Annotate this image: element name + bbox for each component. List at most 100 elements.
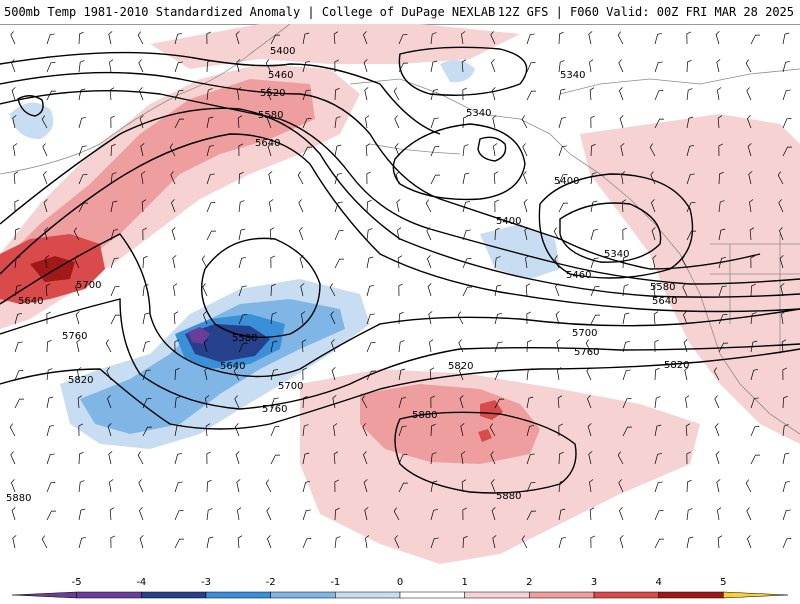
wind-barb (236, 479, 241, 493)
wind-barb (750, 340, 758, 353)
wind-barb (78, 145, 87, 157)
warm-anomaly-south-core-2 (478, 429, 492, 442)
wind-barb (782, 509, 791, 521)
wind-barb (363, 31, 368, 45)
wind-barb (686, 202, 696, 213)
wind-barb (78, 480, 85, 493)
wind-barb (555, 311, 560, 325)
wind-barb (654, 510, 664, 521)
wind-barb (651, 227, 656, 241)
wind-barb (238, 342, 249, 353)
contour-label: 5700 (76, 280, 101, 291)
wind-barb (397, 255, 403, 269)
contour-5580 (0, 107, 800, 298)
wind-barb (777, 171, 784, 185)
colorbar-segment (141, 591, 207, 599)
wind-barb (43, 199, 48, 213)
colorbar-swatches (11, 591, 789, 599)
wind-barb (682, 283, 688, 297)
wind-barb (14, 313, 23, 325)
contour-label: 5880 (412, 410, 437, 421)
wind-barb (363, 59, 368, 73)
wind-barb (174, 90, 184, 101)
wind-barb (425, 199, 432, 213)
wind-barb (142, 227, 147, 241)
wind-barb (366, 313, 375, 325)
wind-barb (174, 61, 183, 73)
wind-barb (142, 426, 153, 437)
colorbar-segment (76, 591, 142, 599)
wind-barb (430, 117, 439, 129)
wind-barb (364, 507, 369, 521)
wind-barb (460, 423, 465, 437)
wind-barb (269, 227, 275, 241)
wind-barb (270, 426, 280, 437)
wind-barb (782, 89, 791, 101)
wind-barb (749, 199, 754, 213)
wind-barb (494, 313, 503, 325)
wind-barb (366, 171, 371, 185)
wind-barb (457, 311, 464, 325)
wind-barb (331, 367, 336, 381)
wind-barb (590, 286, 600, 297)
wind-barb (301, 339, 307, 353)
colorbar-segment (399, 591, 465, 599)
contour-label: 5640 (255, 138, 280, 149)
contour-label: 5340 (466, 108, 491, 119)
run-info: 12Z GFS | F060 Valid: 00Z FRI MAR 28 202… (497, 5, 794, 19)
wind-barb (718, 257, 727, 269)
wind-barb (266, 507, 272, 521)
wind-barb (238, 257, 247, 269)
contour-5400-east (538, 173, 694, 279)
wind-barb (110, 200, 118, 213)
wind-barb (558, 423, 563, 437)
wind-barb (621, 171, 626, 185)
wind-barb (649, 143, 656, 157)
wind-barb (686, 451, 691, 465)
cold-anomaly-central-extreme (188, 327, 210, 344)
cold-anomaly-north-small (440, 60, 475, 83)
wind-barb (653, 311, 659, 325)
wind-barb (622, 426, 633, 437)
wind-barb (558, 508, 566, 521)
colorbar-tick-label: -1 (330, 577, 340, 588)
wind-barb (430, 146, 440, 157)
wind-barb (235, 31, 240, 45)
wind-barb (329, 283, 336, 297)
wind-barb (748, 171, 753, 185)
wind-barb (110, 535, 115, 549)
wind-barb (238, 171, 244, 185)
wind-barb (13, 171, 19, 185)
wind-barb (270, 369, 279, 381)
wind-barb (138, 479, 144, 493)
wind-barb (108, 31, 113, 45)
wind-barb (430, 423, 436, 437)
wind-barb (78, 174, 88, 185)
wind-barb (681, 255, 688, 269)
wind-barb (142, 369, 151, 381)
wind-barb (302, 32, 310, 45)
wind-barb (75, 283, 80, 297)
wind-barb (750, 34, 761, 45)
wind-barb (492, 115, 497, 129)
colorbar-tick-label: -3 (201, 577, 211, 588)
wind-barb (361, 395, 368, 409)
wind-barb (334, 479, 339, 493)
wind-barb (106, 367, 112, 381)
wind-barb (206, 31, 211, 45)
contour-label: 5880 (6, 493, 31, 504)
wind-barb (558, 145, 567, 157)
wind-barb (108, 451, 113, 465)
cold-anomaly-west (10, 102, 54, 139)
colorbar-segment (464, 591, 530, 599)
wind-barb (588, 31, 593, 45)
wind-barb (78, 508, 86, 521)
wind-barb (137, 451, 144, 465)
wind-barb (652, 255, 657, 269)
wind-barb (302, 89, 311, 101)
wind-barb (715, 423, 720, 437)
coastline-aleutians (369, 143, 461, 155)
wind-barb (590, 172, 597, 185)
wind-barb (268, 171, 273, 185)
wind-barb (14, 370, 24, 381)
